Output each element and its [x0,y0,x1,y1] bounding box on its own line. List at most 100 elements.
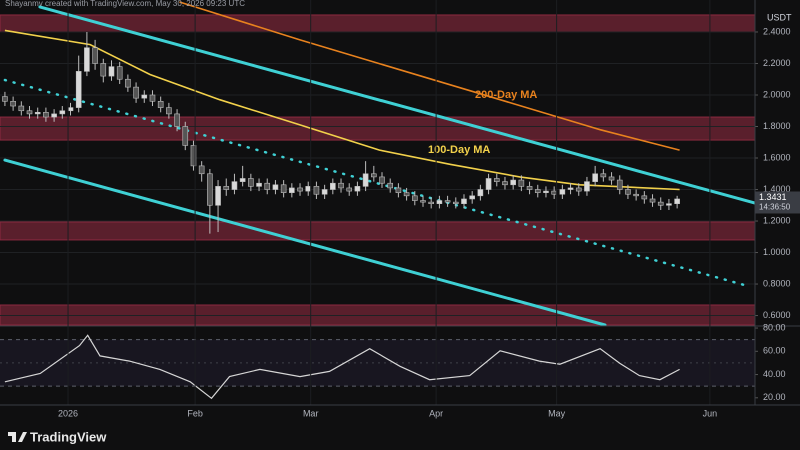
logo: TradingView [8,429,107,444]
candle-body [666,203,672,206]
candle-body [436,200,443,204]
candle-body [616,179,623,190]
x-tick-label: Jun [703,408,718,418]
candle-body [289,187,295,193]
rsi-line [4,334,680,400]
candle-body [215,186,221,206]
candle-body [125,78,131,88]
candle-body [338,182,344,189]
y-tick-label: 1.6000 [763,152,791,162]
candle-body [59,110,66,115]
candle-body [10,100,16,107]
candle-body [141,94,148,99]
candle-body [452,201,459,204]
candle-body [469,195,475,200]
y-tick-label: 1.8000 [763,121,791,131]
candle-body [84,47,90,72]
candle-body [411,195,418,201]
candle-body [379,176,385,184]
candle-body [649,198,656,203]
y-tick-label: 2.2000 [763,58,791,68]
x-tick-label: Apr [429,408,443,418]
candle-body [592,173,598,182]
candle-body [608,176,615,181]
candle-body [51,113,57,118]
candle-body [567,187,574,190]
candle-body [256,182,262,187]
trendline [38,5,757,205]
logo-mark [8,432,27,442]
candle-body [280,184,287,193]
zone [0,304,756,326]
candle-body [403,192,410,197]
candle-body [166,107,172,115]
candle-body [182,126,189,146]
candle-body [190,145,197,167]
candle-body [371,173,377,178]
candle-body [108,66,115,77]
candle-body [239,178,246,182]
y-tick-label: 2.4000 [763,26,791,36]
y-tick-label: 1.2000 [763,215,791,225]
candle-body [526,186,533,190]
candle-body [174,113,180,127]
candle-body [346,187,353,192]
candle-body [264,182,271,190]
candle-body [313,186,320,195]
candle-body [502,181,508,186]
candle-body [657,201,664,206]
zone [0,116,756,141]
candle-body [207,173,213,206]
y-tick-label: 80.00 [763,322,786,332]
last-price-box [755,191,800,214]
candle-body [223,186,230,190]
y-tick-label: 40.00 [763,369,786,379]
candle-body [362,173,369,187]
candle-body [354,186,361,192]
y-tick-label: 1.4000 [763,184,791,194]
zone [0,14,756,33]
candle-body [559,189,566,195]
currency: USDT [767,12,792,22]
moving-average [4,29,680,191]
y-tick-label: 20.00 [763,392,786,402]
candle-body [461,198,467,204]
candle-body [584,181,590,192]
candle-body [321,189,328,195]
candle-body [534,189,541,193]
candle-body [100,63,107,77]
candle-body [633,193,639,197]
ma-label: 200-Day MA [475,89,537,101]
last-price: 1.3431 [759,192,787,202]
candle-body [625,189,631,195]
countdown: 14:36:50 [759,203,791,212]
brand: TradingView [30,429,107,444]
y-tick-label: 60.00 [763,346,786,356]
zone [0,221,756,241]
candle-body [75,71,82,108]
candle-body [116,66,123,80]
candle-body [272,184,279,190]
candle-body [600,173,607,178]
candle-body [477,189,484,197]
candle-body [67,107,74,112]
candle-body [248,178,254,187]
candle-body [543,190,549,193]
candle-body [485,178,492,190]
x-tick-label: 2026 [58,408,78,418]
candle-body [305,186,312,192]
candle-body [575,187,582,192]
candle-body [92,47,98,64]
candle-body [198,165,205,175]
candle-body [551,190,557,195]
candle-body [444,200,451,203]
candle-body [26,110,33,115]
moving-average [179,1,680,151]
x-tick-label: Mar [303,408,319,418]
x-tick-label: May [548,408,566,418]
candle-body [674,198,680,204]
candle-body [231,181,238,190]
y-tick-label: 1.0000 [763,247,791,257]
ma-label: 100-Day MA [428,144,490,156]
